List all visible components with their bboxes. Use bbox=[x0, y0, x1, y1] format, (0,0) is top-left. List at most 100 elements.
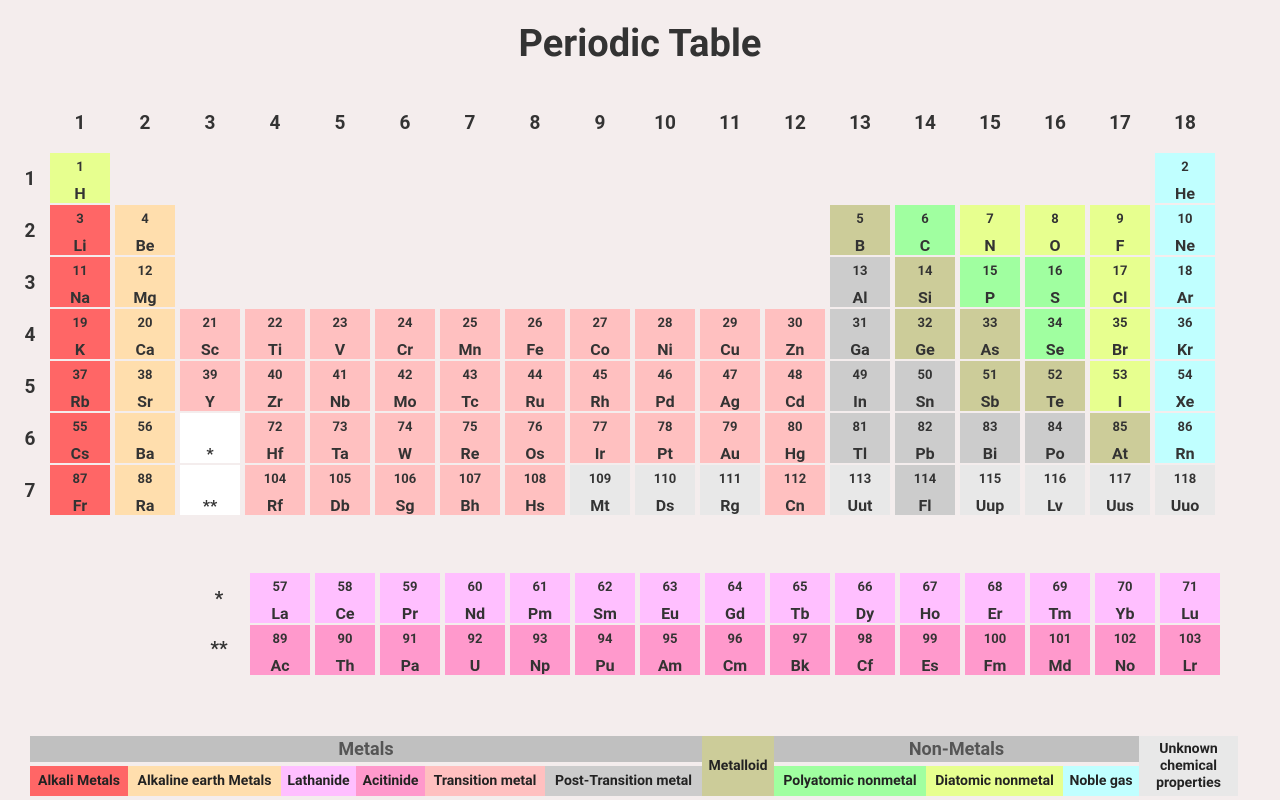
atomic-number: 20 bbox=[137, 316, 153, 331]
element-cell: 116 Lv bbox=[1025, 465, 1085, 515]
element-symbol: Tl bbox=[852, 444, 868, 463]
element-symbol: Y bbox=[205, 392, 215, 411]
atomic-number: 61 bbox=[532, 580, 548, 595]
atomic-number: 67 bbox=[922, 580, 938, 595]
atomic-number: 75 bbox=[462, 420, 478, 435]
element-cell: 32 Ge bbox=[895, 309, 955, 359]
element-cell: 16 S bbox=[1025, 257, 1085, 307]
element-cell: 29 Cu bbox=[700, 309, 760, 359]
atomic-number: 29 bbox=[722, 316, 738, 331]
element-cell: 86 Rn bbox=[1155, 413, 1215, 463]
element-symbol: Cs bbox=[70, 444, 90, 463]
element-cell: 97 Bk bbox=[770, 625, 830, 675]
element-symbol: Zn bbox=[785, 340, 805, 359]
element-symbol: Pr bbox=[401, 604, 419, 623]
atomic-number: 41 bbox=[332, 368, 348, 383]
group-label: 14 bbox=[914, 111, 936, 134]
atomic-number: 46 bbox=[657, 368, 673, 383]
legend-item: Alkali Metals bbox=[30, 766, 128, 796]
atomic-number: 48 bbox=[787, 368, 803, 383]
element-cell: 96 Cm bbox=[705, 625, 765, 675]
element-symbol: Ar bbox=[1176, 288, 1194, 307]
element-cell: 35 Br bbox=[1090, 309, 1150, 359]
atomic-number: 56 bbox=[137, 420, 153, 435]
element-symbol: K bbox=[74, 340, 86, 359]
element-symbol: Mg bbox=[133, 288, 157, 307]
element-cell: 80 Hg bbox=[765, 413, 825, 463]
element-symbol: Re bbox=[460, 444, 480, 463]
element-symbol: Br bbox=[1111, 340, 1129, 359]
atomic-number: 28 bbox=[657, 316, 673, 331]
atomic-number: 44 bbox=[527, 368, 543, 383]
atomic-number: 62 bbox=[597, 580, 613, 595]
atomic-number: 3 bbox=[76, 212, 84, 227]
element-symbol: Sr bbox=[137, 392, 153, 411]
element-cell: 45 Rh bbox=[570, 361, 630, 411]
atomic-number: 30 bbox=[787, 316, 803, 331]
atomic-number: 68 bbox=[987, 580, 1003, 595]
atomic-number: 53 bbox=[1112, 368, 1128, 383]
element-cell: 92 U bbox=[445, 625, 505, 675]
element-cell: 14 Si bbox=[895, 257, 955, 307]
element-cell: 55 Cs bbox=[50, 413, 110, 463]
atomic-number: 36 bbox=[1177, 316, 1193, 331]
element-symbol: Lu bbox=[1181, 604, 1199, 623]
atomic-number: 72 bbox=[267, 420, 283, 435]
legend-item: Transition metal bbox=[425, 766, 545, 796]
atomic-number: 64 bbox=[727, 580, 743, 595]
group-label: 4 bbox=[269, 111, 281, 134]
element-cell: 59 Pr bbox=[380, 573, 440, 623]
atomic-number: 98 bbox=[857, 632, 873, 647]
element-symbol: Bk bbox=[790, 656, 810, 675]
element-cell: 4 Be bbox=[115, 205, 175, 255]
group-label: 13 bbox=[849, 111, 871, 134]
atomic-number: 76 bbox=[527, 420, 543, 435]
element-symbol: In bbox=[853, 392, 867, 411]
element-symbol: Mn bbox=[458, 340, 482, 359]
atomic-number: 66 bbox=[857, 580, 873, 595]
legend-item: Metalloid bbox=[702, 736, 774, 796]
atomic-number: 5 bbox=[856, 212, 864, 227]
element-cell: 94 Pu bbox=[575, 625, 635, 675]
atomic-number: 110 bbox=[653, 472, 677, 487]
element-symbol: Am bbox=[657, 656, 683, 675]
element-symbol: Fe bbox=[526, 340, 544, 359]
element-cell: 13 Al bbox=[830, 257, 890, 307]
atomic-number: 13 bbox=[852, 264, 868, 279]
atomic-number: 14 bbox=[917, 264, 933, 279]
element-symbol: Os bbox=[525, 444, 545, 463]
atomic-number: 115 bbox=[978, 472, 1002, 487]
element-symbol: Ru bbox=[525, 392, 545, 411]
element-symbol: Ti bbox=[267, 340, 283, 359]
atomic-number: 4 bbox=[141, 212, 149, 227]
element-symbol: Mo bbox=[393, 392, 417, 411]
atomic-number: 109 bbox=[588, 472, 612, 487]
element-cell: 108 Hs bbox=[505, 465, 565, 515]
element-symbol: Te bbox=[1046, 392, 1064, 411]
element-cell: 12 Mg bbox=[115, 257, 175, 307]
element-symbol: Fr bbox=[72, 496, 88, 515]
atomic-number: 88 bbox=[137, 472, 153, 487]
atomic-number: 97 bbox=[792, 632, 808, 647]
element-cell: 102 No bbox=[1095, 625, 1155, 675]
element-symbol: Mt bbox=[590, 496, 610, 515]
element-symbol: Es bbox=[921, 656, 939, 675]
element-cell: 64 Gd bbox=[705, 573, 765, 623]
element-cell: 106 Sg bbox=[375, 465, 435, 515]
element-cell: 105 Db bbox=[310, 465, 370, 515]
element-symbol: Ga bbox=[850, 340, 870, 359]
period-label: 5 bbox=[24, 375, 36, 398]
element-symbol: Xe bbox=[1175, 392, 1195, 411]
atomic-number: 103 bbox=[1178, 632, 1202, 647]
atomic-number: 69 bbox=[1052, 580, 1068, 595]
atomic-number: 73 bbox=[332, 420, 348, 435]
atomic-number: 55 bbox=[72, 420, 88, 435]
element-symbol: As bbox=[980, 340, 1000, 359]
element-symbol: Ne bbox=[1175, 236, 1195, 255]
atomic-number: 117 bbox=[1108, 472, 1132, 487]
element-symbol: N bbox=[984, 236, 996, 255]
legend-item: Lathanide bbox=[281, 766, 356, 796]
element-cell: 18 Ar bbox=[1155, 257, 1215, 307]
